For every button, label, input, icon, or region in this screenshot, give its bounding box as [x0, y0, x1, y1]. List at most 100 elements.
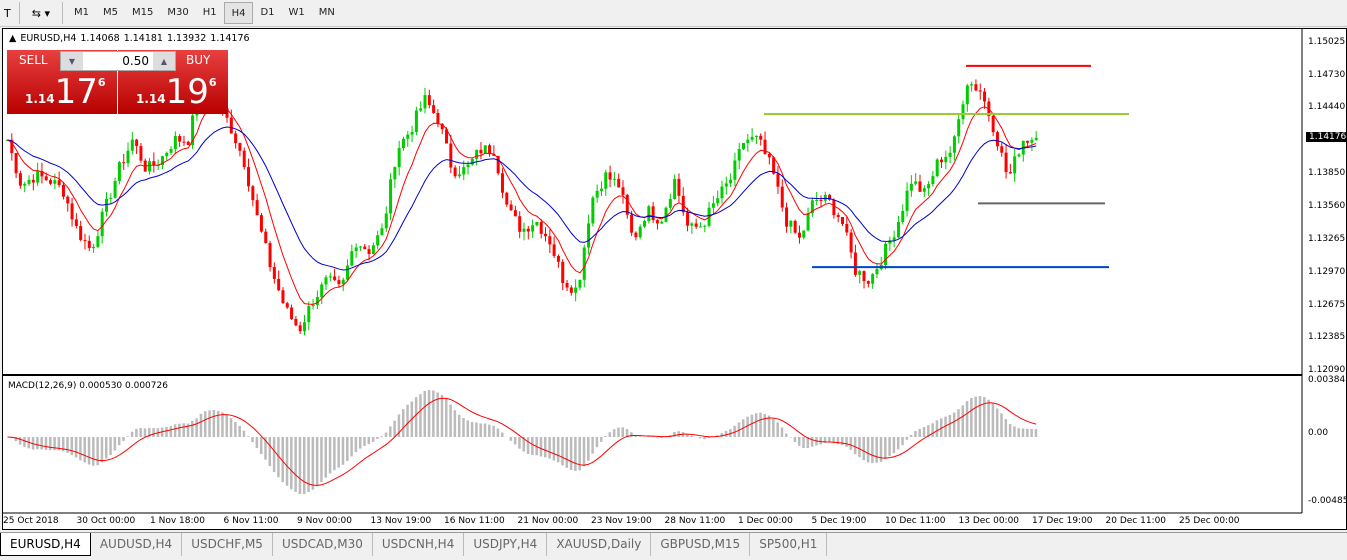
decrease-lot-icon[interactable]: ▼	[61, 52, 83, 70]
candle-body	[53, 180, 57, 184]
timeframe-w1[interactable]: W1	[288, 7, 305, 18]
macd-bar	[810, 437, 814, 447]
macd-bar	[393, 420, 396, 437]
timeframe-h1[interactable]: H1	[202, 7, 217, 18]
collapse-icon[interactable]: ▲	[9, 33, 17, 44]
candle-body	[931, 176, 935, 185]
macd-bar	[780, 427, 784, 437]
macd-bar	[251, 437, 254, 443]
macd-bar	[178, 423, 181, 437]
objects-menu-icon[interactable]: ⇆ ▾	[31, 6, 50, 20]
candle-body	[965, 85, 969, 105]
macd-bar	[828, 437, 831, 443]
candle-body	[307, 306, 311, 323]
macd-bar	[148, 427, 151, 437]
chart-window[interactable]: ▲ EURUSD,H4 1.14068 1.14181 1.13932 1.14…	[2, 28, 1347, 530]
macd-bar	[135, 428, 138, 437]
candle-body	[130, 139, 134, 151]
chart-tab[interactable]: GBPUSD,M15	[651, 533, 751, 556]
candle-body	[302, 322, 306, 332]
price-axis-label: 1.12970	[1308, 266, 1346, 277]
candle-body	[298, 325, 302, 332]
macd-bar	[634, 435, 637, 437]
increase-lot-icon[interactable]: ▲	[153, 52, 175, 70]
macd-bar	[66, 437, 69, 453]
macd-bar	[608, 432, 612, 437]
candle-body	[780, 186, 784, 208]
candle-body	[612, 178, 616, 180]
macd-bar	[40, 437, 43, 450]
chart-tab[interactable]: AUDUSD,H4	[91, 533, 183, 556]
candle-body	[479, 149, 483, 154]
time-axis-label: 20 Dec 11:00	[1105, 516, 1167, 526]
candle-body	[92, 246, 96, 249]
timeframe-m5[interactable]: M5	[102, 7, 118, 18]
chart-tab[interactable]: SP500,H1	[750, 533, 828, 556]
candle-body	[1026, 140, 1030, 143]
timeframe-mn[interactable]: MN	[318, 7, 335, 18]
buy-price-prefix: 1.14	[136, 92, 166, 106]
candle-body	[70, 203, 74, 220]
timeframe-h4[interactable]: H4	[223, 2, 254, 24]
timeframe-m15[interactable]: M15	[131, 7, 154, 18]
text-tool-icon[interactable]: T	[4, 6, 11, 20]
macd-bar	[944, 416, 947, 437]
timeframe-d1[interactable]: D1	[260, 7, 275, 18]
lot-size-stepper[interactable]: ▼ 0.50 ▲	[60, 51, 176, 71]
macd-bar	[109, 437, 112, 456]
chart-tab[interactable]: XAUUSD,Daily	[547, 533, 652, 556]
candle-body	[690, 223, 694, 226]
candle-body	[1013, 156, 1017, 174]
timeframe-m1[interactable]: M1	[73, 7, 89, 18]
macd-bar	[569, 437, 573, 470]
candle-body	[595, 190, 599, 198]
chart-tab[interactable]: USDJPY,H4	[464, 533, 548, 556]
macd-bar	[139, 427, 142, 437]
chart-tab[interactable]: USDCNH,H4	[373, 533, 465, 556]
candle-body	[647, 206, 651, 222]
macd-bar	[879, 437, 883, 462]
macd-bar	[836, 437, 840, 444]
candle-body	[36, 171, 40, 183]
macd-bar	[247, 436, 250, 437]
macd-bar	[746, 416, 749, 437]
candle-body	[681, 195, 685, 213]
macd-bar	[488, 424, 491, 437]
candle-body	[505, 192, 509, 205]
macd-bar	[526, 437, 530, 454]
time-axis-label: 13 Nov 19:00	[370, 516, 432, 526]
lot-size-input[interactable]: 0.50	[122, 54, 149, 68]
chart-tab[interactable]: USDCHF,M5	[182, 533, 273, 556]
candle-body	[315, 296, 319, 305]
macd-bar	[216, 410, 220, 437]
timeframe-m30[interactable]: M30	[167, 7, 189, 18]
macd-bar	[285, 437, 289, 486]
candle-body	[320, 284, 324, 297]
candle-body	[126, 150, 130, 164]
candle-body	[165, 152, 169, 157]
chart-tab[interactable]: USDCAD,M30	[273, 533, 373, 556]
macd-bar	[354, 437, 358, 453]
candle-body	[238, 143, 242, 151]
candle-body	[948, 152, 952, 157]
macd-bar	[974, 396, 977, 437]
macd-bar	[475, 422, 478, 437]
macd-bar	[970, 397, 973, 437]
candle-body	[397, 148, 401, 168]
macd-bar	[371, 437, 375, 442]
macd-bar	[544, 437, 547, 458]
macd-bar	[940, 418, 943, 437]
candle-body	[436, 112, 440, 124]
macd-bar	[152, 428, 155, 437]
chart-tab[interactable]: EURUSD,H4	[0, 533, 91, 556]
macd-bar	[509, 437, 513, 441]
candle-body	[350, 251, 354, 266]
macd-bar	[104, 437, 108, 459]
candle-body	[475, 149, 479, 159]
macd-bar	[797, 437, 801, 446]
macd-bar	[548, 437, 551, 459]
price-chart[interactable]	[3, 29, 1347, 531]
candle-body	[160, 156, 164, 166]
candle-body	[470, 158, 474, 165]
macd-bar	[1013, 426, 1016, 437]
